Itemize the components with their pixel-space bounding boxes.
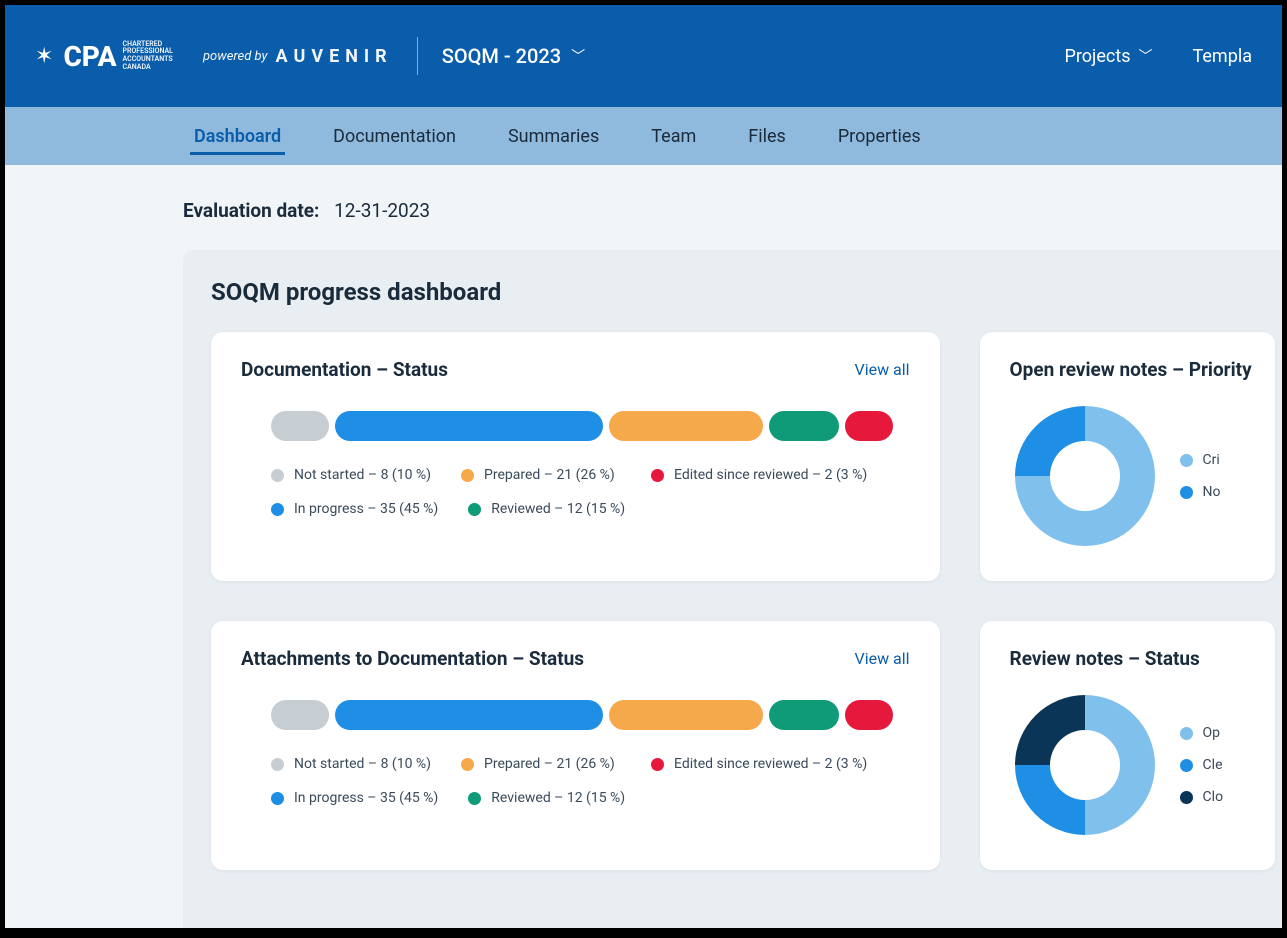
evaluation-date-label: Evaluation date: <box>183 199 319 222</box>
dashboard-title: SOQM progress dashboard <box>211 278 1275 306</box>
bar-segment-not_started <box>271 700 329 730</box>
bar-segment-reviewed <box>769 411 839 441</box>
legend-item: Cri <box>1180 452 1221 468</box>
review-status-card: Review notes – Status Op Cle Clo <box>980 621 1275 870</box>
chevron-down-icon: ﹀ <box>571 46 585 66</box>
legend-item-prepared: Prepared – 21 (26 %) <box>461 467 621 483</box>
tab-team[interactable]: Team <box>647 110 700 163</box>
bar-segment-in_progress <box>335 411 603 441</box>
cpa-logo-subtext: CHARTERED PROFESSIONAL ACCOUNTANTS CANAD… <box>123 41 173 72</box>
review-status-legend: Op Cle Clo <box>1180 725 1224 805</box>
legend-dot-icon <box>1180 759 1193 772</box>
tab-documentation[interactable]: Documentation <box>329 110 460 163</box>
tab-dashboard[interactable]: Dashboard <box>190 110 285 163</box>
top-header: ✶ CPA CHARTERED PROFESSIONAL ACCOUNTANTS… <box>5 5 1282 107</box>
legend-dot-icon <box>271 503 284 516</box>
legend-dot-icon <box>468 792 481 805</box>
attachments-status-legend: Not started – 8 (10 %) Prepared – 21 (26 … <box>271 756 910 806</box>
legend-dot-icon <box>1180 486 1193 499</box>
priority-legend: Cri No <box>1180 452 1221 500</box>
card-title: Review notes – Status <box>1010 647 1200 670</box>
legend-dot-icon <box>468 503 481 516</box>
chevron-down-icon: ﹀ <box>1139 46 1153 66</box>
dashboard-panel: SOQM progress dashboard Documentation – … <box>183 250 1282 928</box>
cpa-logo-text: CPA <box>63 40 116 73</box>
legend-item: No <box>1180 484 1221 500</box>
legend-dot-icon <box>651 469 664 482</box>
documentation-status-card: Documentation – Status View all Not star… <box>211 332 940 581</box>
legend-item-edited: Edited since reviewed – 2 (3 %) <box>651 756 867 772</box>
cpa-crest-icon: ✶ <box>35 44 53 69</box>
documentation-status-bar <box>271 411 910 441</box>
legend-item-not_started: Not started – 8 (10 %) <box>271 467 431 483</box>
brand-block: ✶ CPA CHARTERED PROFESSIONAL ACCOUNTANTS… <box>35 40 393 73</box>
legend-dot-icon <box>461 758 474 771</box>
header-divider <box>417 37 418 75</box>
legend-item-prepared: Prepared – 21 (26 %) <box>461 756 621 772</box>
evaluation-date-value: 12-31-2023 <box>334 199 430 222</box>
priority-donut-chart <box>1010 401 1160 551</box>
nav-templates[interactable]: Templa <box>1193 46 1252 67</box>
legend-dot-icon <box>1180 727 1193 740</box>
legend-item-edited: Edited since reviewed – 2 (3 %) <box>651 467 867 483</box>
bar-segment-in_progress <box>335 700 603 730</box>
tab-summaries[interactable]: Summaries <box>504 110 603 163</box>
project-context-selector[interactable]: SOQM - 2023 ﹀ <box>442 44 585 68</box>
view-all-link[interactable]: View all <box>855 360 910 379</box>
legend-item: Clo <box>1180 789 1224 805</box>
sub-navigation: Dashboard Documentation Summaries Team Files… <box>5 107 1282 165</box>
legend-dot-icon <box>271 792 284 805</box>
legend-item-not_started: Not started – 8 (10 %) <box>271 756 431 772</box>
review-status-donut-chart <box>1010 690 1160 840</box>
tab-files[interactable]: Files <box>744 110 790 163</box>
legend-item: Op <box>1180 725 1224 741</box>
attachments-status-card: Attachments to Documentation – Status Vi… <box>211 621 940 870</box>
documentation-status-legend: Not started – 8 (10 %) Prepared – 21 (26 … <box>271 467 910 517</box>
priority-card: Open review notes – Priority Cri No <box>980 332 1275 581</box>
bar-segment-prepared <box>609 700 763 730</box>
legend-dot-icon <box>651 758 664 771</box>
legend-dot-icon <box>461 469 474 482</box>
card-title: Open review notes – Priority <box>1010 358 1252 381</box>
auvenir-wordmark: AUVENIR <box>276 46 393 67</box>
legend-dot-icon <box>1180 454 1193 467</box>
bar-segment-edited <box>845 411 893 441</box>
legend-dot-icon <box>271 758 284 771</box>
view-all-link[interactable]: View all <box>855 649 910 668</box>
bar-segment-prepared <box>609 411 763 441</box>
tab-properties[interactable]: Properties <box>834 110 925 163</box>
evaluation-date-row: Evaluation date: 12-31-2023 <box>183 199 1282 222</box>
bar-segment-not_started <box>271 411 329 441</box>
legend-item-in_progress: In progress – 35 (45 %) <box>271 501 438 517</box>
attachments-status-bar <box>271 700 910 730</box>
card-title: Attachments to Documentation – Status <box>241 647 584 670</box>
powered-by: powered by AUVENIR <box>203 46 393 67</box>
legend-item: Cle <box>1180 757 1224 773</box>
legend-item-in_progress: In progress – 35 (45 %) <box>271 790 438 806</box>
card-title: Documentation – Status <box>241 358 448 381</box>
legend-item-reviewed: Reviewed – 12 (15 %) <box>468 501 628 517</box>
nav-projects[interactable]: Projects ﹀ <box>1065 46 1153 67</box>
legend-dot-icon <box>1180 791 1193 804</box>
legend-item-reviewed: Reviewed – 12 (15 %) <box>468 790 628 806</box>
legend-dot-icon <box>271 469 284 482</box>
bar-segment-edited <box>845 700 893 730</box>
bar-segment-reviewed <box>769 700 839 730</box>
